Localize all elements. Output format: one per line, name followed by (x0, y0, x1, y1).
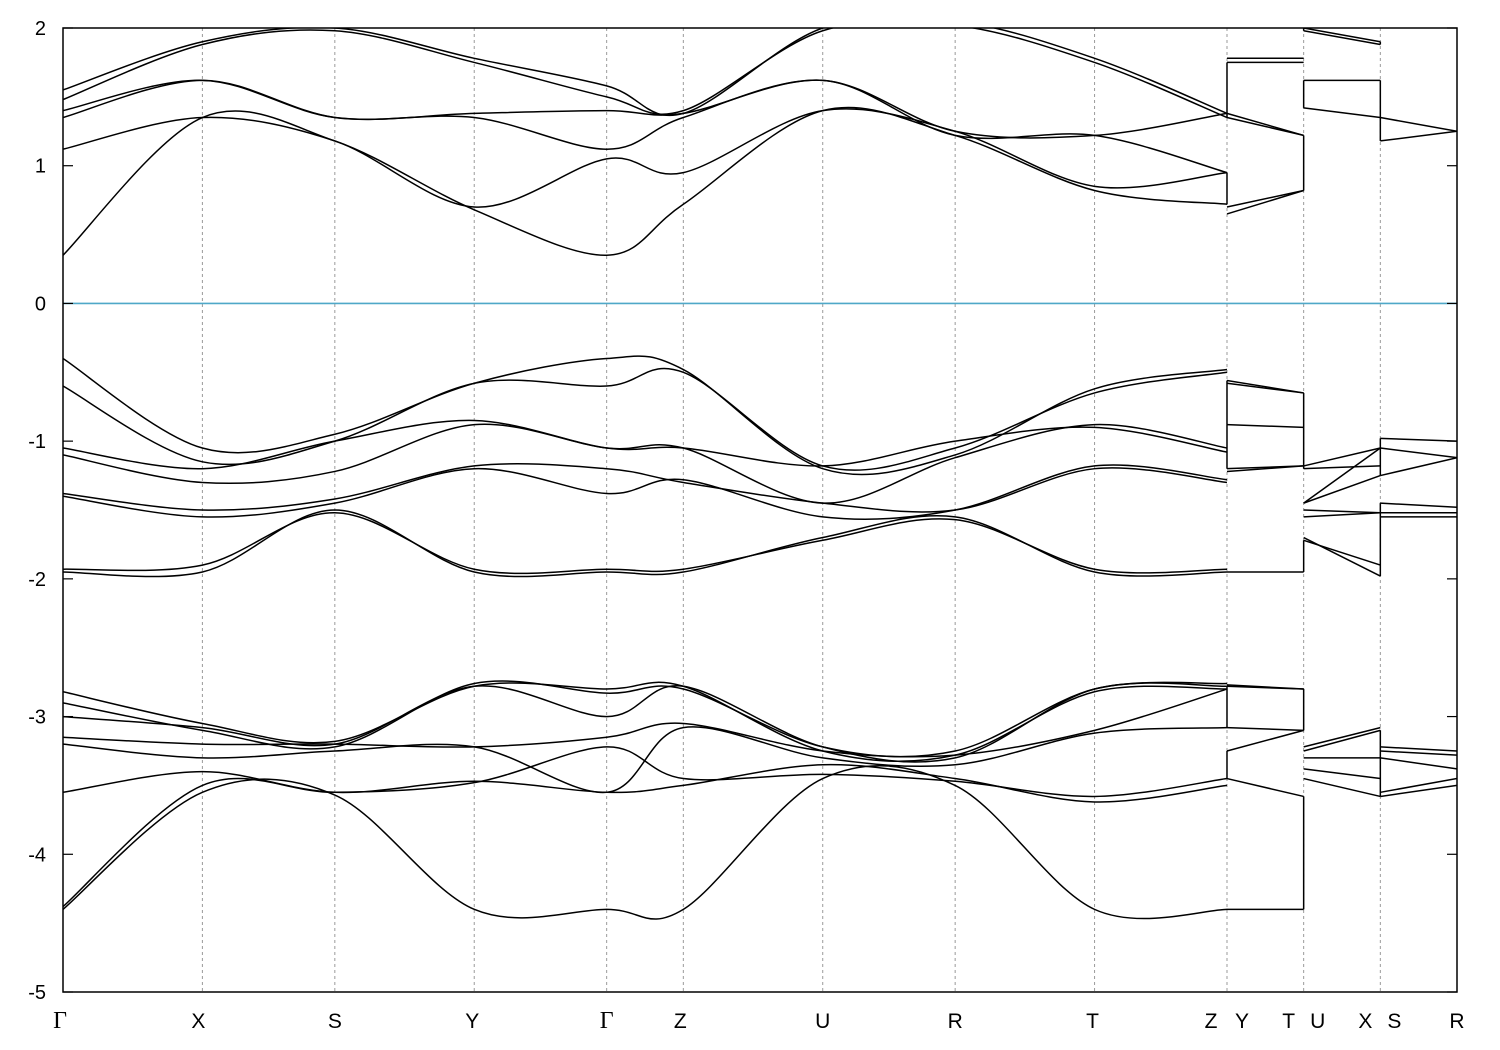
band-line (63, 511, 1227, 575)
path-discontinuity-lines (1226, 28, 1382, 910)
kpoint-label-y-1: Y (465, 1010, 479, 1033)
ytick-label-1: 1 (35, 156, 46, 178)
kpoint-label-s-2: S (1387, 1010, 1401, 1033)
band-line (1303, 107, 1381, 119)
band-line (1303, 465, 1381, 470)
band-line (1226, 726, 1304, 732)
band-line (1380, 437, 1457, 442)
ytick-label-m5: -5 (28, 982, 46, 1004)
band-line (63, 680, 1228, 758)
band-line (1226, 465, 1304, 473)
band-line (1303, 768, 1381, 780)
band-line (63, 726, 1228, 794)
band-line (63, 764, 1227, 920)
ytick-label-m3: -3 (28, 707, 46, 729)
band-line (1226, 684, 1304, 690)
band-line (1226, 189, 1304, 215)
band-line (63, 763, 1228, 803)
band-line (63, 419, 1228, 470)
band-line (1380, 447, 1457, 459)
band-line (1380, 777, 1457, 794)
band-line (1303, 447, 1381, 504)
band-line (63, 367, 1228, 471)
ytick-label-2: 2 (35, 18, 46, 40)
kpoint-label-t-2: T (1282, 1010, 1295, 1033)
band-line (63, 681, 1228, 763)
band-line (1380, 502, 1457, 508)
ytick-label-m1: -1 (28, 431, 46, 453)
y-axis-tick-labels: -5 -4 -3 -2 -1 0 1 2 (28, 18, 46, 1004)
kpoint-label-r-2: R (1449, 1010, 1464, 1033)
band-line (1303, 30, 1381, 46)
band-line (1380, 116, 1457, 133)
kpoint-label-u-1: U (815, 1010, 830, 1033)
band-line (63, 79, 1228, 139)
kpoint-label-x-1: X (191, 1010, 205, 1033)
band-line (1226, 423, 1304, 429)
band-line (63, 746, 1228, 908)
band-line (63, 106, 1228, 256)
band-line (1380, 757, 1457, 770)
band-line (1303, 729, 1381, 752)
band-line (1303, 777, 1381, 798)
band-line (1226, 777, 1304, 798)
band-line (1380, 746, 1457, 752)
band-curves (63, 28, 1457, 920)
plot-frame (62, 27, 1458, 993)
kpoint-label-z-2: Z (1205, 1010, 1218, 1033)
band-line (1303, 474, 1381, 504)
band-line (63, 28, 1228, 116)
band-line (63, 682, 1228, 763)
kpoint-label-x-2: X (1358, 1010, 1372, 1033)
band-line (1303, 509, 1381, 514)
band-line (1226, 116, 1304, 137)
band-line (1226, 729, 1304, 752)
kpoint-label-gamma-2: Γ (600, 1008, 614, 1034)
band-line (1303, 512, 1381, 518)
band-line (63, 108, 1228, 208)
band-line (1303, 447, 1381, 467)
band-line (1380, 784, 1457, 798)
band-line (1380, 750, 1457, 756)
ytick-label-0: 0 (35, 293, 46, 315)
kpoint-label-z-1: Z (674, 1010, 687, 1033)
band-line (1226, 189, 1304, 208)
kpoint-label-y-2: Y (1235, 1010, 1249, 1033)
kpoint-label-gamma-1: Γ (53, 1008, 67, 1034)
band-line (1303, 726, 1381, 748)
ytick-label-m4: -4 (28, 844, 46, 866)
band-line (63, 463, 1228, 513)
band-line (1226, 379, 1304, 394)
kpoint-label-s-1: S (328, 1010, 342, 1033)
band-line (1380, 456, 1457, 477)
band-line (63, 28, 1228, 119)
band-line (63, 79, 1228, 174)
k-point-labels: Γ X S Y Γ Z U R T Z Y T U X S R (53, 1008, 1465, 1034)
ytick-label-m2: -2 (28, 569, 46, 591)
band-line (63, 509, 1227, 578)
kpoint-label-u-2: U (1310, 1010, 1325, 1033)
y-axis-ticks (63, 27, 1457, 993)
band-line (1380, 130, 1457, 142)
kpoint-label-t-1: T (1086, 1010, 1099, 1033)
band-line (63, 464, 1228, 520)
band-line (1303, 539, 1381, 566)
band-line (63, 423, 1228, 504)
band-line (63, 355, 1228, 476)
band-line (1303, 28, 1381, 43)
band-line (63, 688, 1228, 758)
kpoint-label-r-1: R (948, 1010, 963, 1033)
